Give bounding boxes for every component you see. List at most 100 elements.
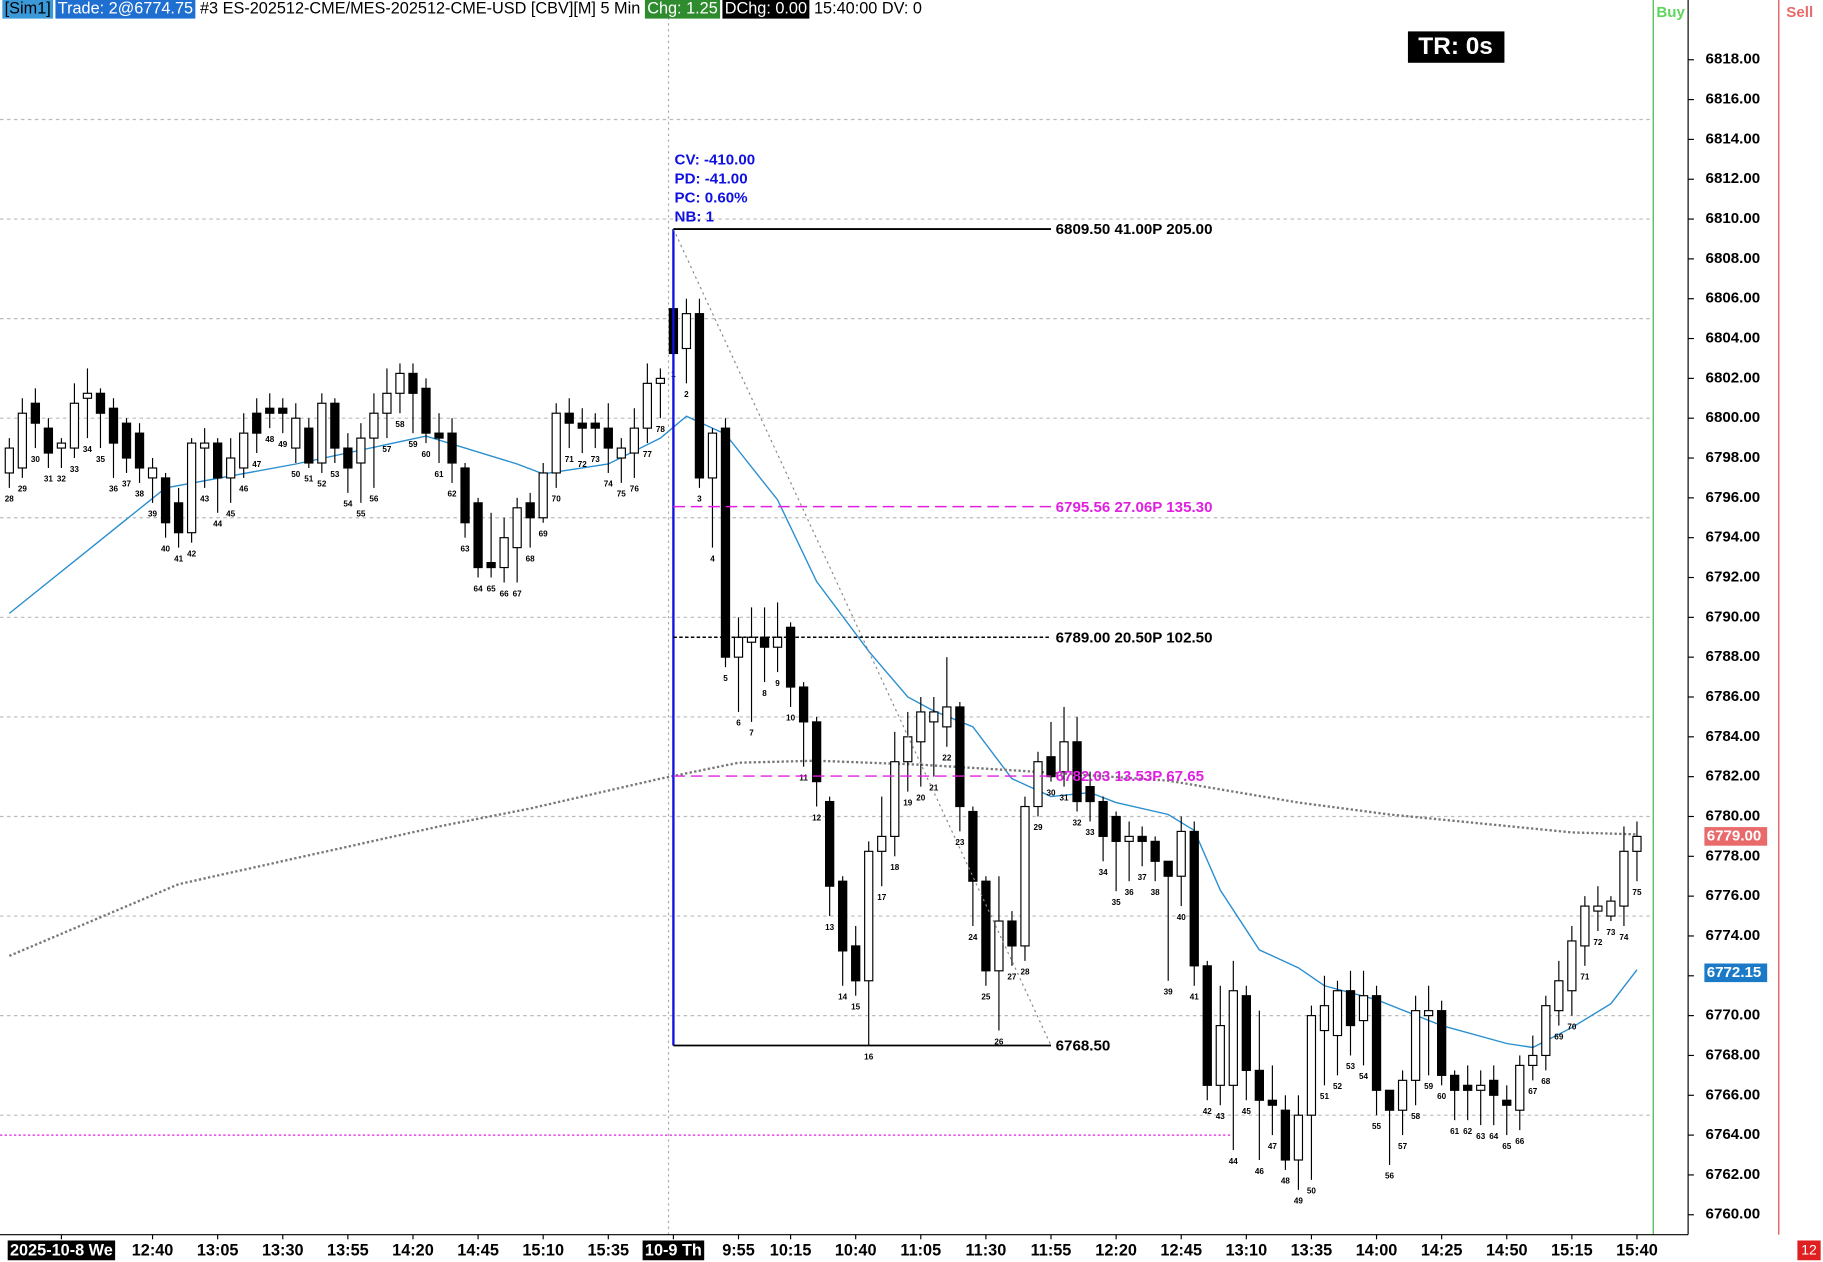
bar-number: 2 bbox=[684, 390, 689, 399]
bar-number: 63 bbox=[1476, 1132, 1486, 1141]
header-dchg: DChg: 0.00 bbox=[725, 0, 807, 18]
bar-number: 58 bbox=[395, 420, 405, 429]
bar-number: 25 bbox=[981, 993, 991, 1002]
bar-number: 35 bbox=[1112, 898, 1122, 907]
bar-number: 30 bbox=[31, 455, 41, 464]
y-tick-label: 6806.00 bbox=[1706, 290, 1761, 307]
bar-number: 74 bbox=[604, 480, 614, 489]
candle-body bbox=[239, 432, 249, 469]
bar-number: 8 bbox=[762, 689, 767, 698]
candle-body bbox=[1306, 1015, 1317, 1116]
x-tick-label: 14:45 bbox=[457, 1241, 499, 1259]
bar-number: 36 bbox=[109, 485, 119, 494]
y-tick-label: 6798.00 bbox=[1706, 449, 1761, 466]
header-box bbox=[55, 0, 196, 19]
range-info: CV: -410.00 bbox=[675, 151, 756, 168]
x-tick-box bbox=[7, 1240, 116, 1261]
x-tick-label: 15:35 bbox=[587, 1241, 629, 1259]
bar-number: 42 bbox=[1203, 1107, 1213, 1116]
buy-label[interactable]: Buy bbox=[1656, 4, 1685, 21]
candle-body bbox=[1489, 1079, 1499, 1096]
candle-body bbox=[1020, 805, 1030, 947]
candle-body bbox=[733, 636, 744, 658]
y-tick-label: 6794.00 bbox=[1706, 529, 1761, 546]
bar-number: 42 bbox=[187, 549, 197, 558]
candle-body bbox=[95, 392, 106, 414]
bar-number: 44 bbox=[1229, 1157, 1239, 1166]
bar-number: 68 bbox=[526, 554, 536, 563]
bar-number: 74 bbox=[1619, 933, 1629, 942]
x-tick-label: 10-9 Th bbox=[645, 1241, 702, 1259]
candle-body bbox=[1137, 835, 1147, 842]
candle-body bbox=[577, 422, 587, 429]
candle-body bbox=[108, 407, 119, 444]
candle-body bbox=[1593, 905, 1603, 912]
candle-body bbox=[160, 477, 171, 524]
candle-body bbox=[317, 402, 327, 464]
bar-number: 12 bbox=[812, 813, 822, 822]
header-box bbox=[722, 0, 810, 19]
candle-body bbox=[1293, 1114, 1304, 1161]
bar-number: 56 bbox=[1385, 1172, 1395, 1181]
bar-number: 59 bbox=[408, 440, 418, 449]
bar-number: 45 bbox=[226, 510, 236, 519]
bar-number: 61 bbox=[1450, 1127, 1460, 1136]
x-tick-label: 15:40 bbox=[1616, 1241, 1658, 1259]
bar-number: 29 bbox=[18, 485, 28, 494]
x-tick-label: 13:35 bbox=[1291, 1241, 1333, 1259]
bar-number: 55 bbox=[1372, 1122, 1382, 1131]
bar-number: 41 bbox=[1190, 993, 1200, 1002]
bar-number: 66 bbox=[1515, 1137, 1525, 1146]
x-tick-label: 14:00 bbox=[1356, 1241, 1398, 1259]
candle-body bbox=[343, 447, 353, 469]
header: [Sim1] Trade: 2@6774.75 #3 ES-202512-CME/M… bbox=[2, 0, 922, 19]
bar-number: 53 bbox=[330, 470, 340, 479]
bar-number: 46 bbox=[1255, 1167, 1265, 1176]
x-tick-label: 11:05 bbox=[900, 1241, 941, 1259]
candle-body bbox=[121, 422, 132, 459]
sell-label[interactable]: Sell bbox=[1786, 4, 1813, 21]
bar-number: 62 bbox=[448, 490, 458, 499]
candle-body bbox=[278, 407, 288, 414]
x-tick-label: 11:30 bbox=[966, 1241, 1007, 1259]
bar-number: 15 bbox=[851, 1002, 861, 1011]
candle-body bbox=[1515, 1064, 1525, 1111]
bar-number: 60 bbox=[421, 450, 431, 459]
bar-number: 24 bbox=[968, 933, 978, 942]
bar-number: 22 bbox=[942, 754, 952, 763]
bar-number: 3 bbox=[697, 495, 702, 504]
bar-number: 46 bbox=[239, 485, 249, 494]
candle-body bbox=[1567, 940, 1577, 992]
candle-body bbox=[499, 537, 509, 569]
candle-body bbox=[1436, 1010, 1447, 1076]
bar-number: 40 bbox=[161, 544, 171, 553]
candle-body bbox=[955, 706, 965, 808]
bar-number: 7 bbox=[749, 729, 754, 738]
bar-number: 33 bbox=[70, 465, 80, 474]
candle-body bbox=[1397, 1079, 1408, 1111]
candle-body bbox=[864, 850, 874, 982]
bar-number: 40 bbox=[1177, 913, 1187, 922]
x-tick-label: 14:25 bbox=[1421, 1241, 1463, 1259]
price-marker-label: 6772.15 bbox=[1707, 964, 1762, 981]
bar-number: 29 bbox=[1033, 823, 1043, 832]
bar-number: 51 bbox=[304, 475, 314, 484]
x-tick-label: 15:10 bbox=[522, 1241, 564, 1259]
bar-number: 73 bbox=[1606, 928, 1616, 937]
y-tick-label: 6796.00 bbox=[1706, 489, 1761, 506]
x-tick-label: 14:20 bbox=[392, 1241, 434, 1259]
candle-body bbox=[4, 447, 14, 474]
y-tick-label: 6788.00 bbox=[1706, 648, 1761, 665]
candle-body bbox=[265, 407, 275, 414]
candle-body bbox=[616, 447, 626, 459]
candle-body bbox=[525, 502, 535, 519]
candle-body bbox=[981, 880, 991, 972]
bar-number: 50 bbox=[291, 470, 301, 479]
bar-number: 45 bbox=[1242, 1107, 1252, 1116]
bar-number: 78 bbox=[656, 425, 666, 434]
candle-body bbox=[1228, 990, 1238, 1086]
bar-number: 30 bbox=[1046, 788, 1056, 797]
candle-body bbox=[82, 392, 93, 399]
y-tick-label: 6766.00 bbox=[1706, 1086, 1761, 1103]
